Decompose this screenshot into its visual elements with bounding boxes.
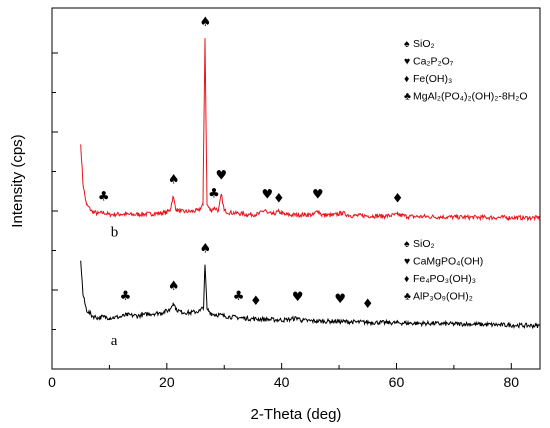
legend-label: Fe₄PO₃(OH)₃ (413, 273, 476, 285)
peak-marker: ♥ (216, 168, 228, 183)
peak-marker: ♥ (261, 188, 273, 203)
xrd-traces (80, 38, 541, 330)
legend-label: SiO₂ (413, 238, 435, 250)
peak-marker: ♣ (233, 289, 245, 304)
legend-symbol: ♦ (404, 73, 410, 85)
peak-marker: ♠ (168, 279, 180, 294)
peak-marker: ♥ (334, 292, 346, 307)
x-tick-label: 0 (48, 374, 56, 390)
x-axis-label: 2-Theta (deg) (251, 406, 342, 423)
plot-frame (51, 7, 541, 370)
trace-label-a: a (111, 333, 118, 349)
legend-label: Ca₂P₂O₇ (413, 56, 454, 68)
legend-symbol: ♠ (404, 238, 410, 250)
trace-b (80, 38, 541, 222)
x-tick-label: 80 (504, 374, 520, 390)
x-tick-label: 40 (274, 374, 290, 390)
trace-label-b: b (111, 225, 119, 241)
legend-b: ♠ SiO₂♥ Ca₂P₂O₇♦ Fe(OH)₃♣ MgAl₂(PO₄)₂(OH)₂-8… (404, 38, 528, 103)
peak-marker: ♠ (199, 242, 211, 257)
peak-marker: ♦ (362, 297, 374, 312)
peak-marker: ♠ (168, 172, 180, 187)
legend-label: CaMgPO₄(OH) (413, 256, 483, 268)
legend-symbol: ♦ (404, 273, 410, 285)
peak-marker: ♥ (292, 290, 304, 305)
peak-marker: ♦ (392, 192, 404, 207)
peak-marker: ♣ (120, 289, 132, 304)
x-axis-ticks: 0 20 40 60 80 (48, 363, 519, 390)
legends: ♠ SiO₂♥ Ca₂P₂O₇♦ Fe(OH)₃♣ MgAl₂(PO₄)₂(OH)₂-8… (404, 38, 528, 303)
legend-label: Fe(OH)₃ (413, 73, 452, 85)
legend-symbol: ♥ (404, 256, 410, 268)
legend-a: ♠ SiO₂♥ CaMgPO₄(OH)♦ Fe₄PO₃(OH)₃♣ AlP₃O₉(OH)… (404, 238, 483, 303)
legend-symbol: ♥ (404, 56, 410, 68)
y-axis-ticks (52, 52, 58, 330)
x-tick-label: 20 (159, 374, 175, 390)
peak-marker: ♠ (199, 15, 211, 30)
trace-labels: ba (111, 225, 119, 349)
legend-label: MgAl₂(PO₄)₂(OH)₂-8H₂O (413, 91, 528, 103)
peak-marker: ♣ (98, 190, 110, 205)
peak-marker: ♦ (273, 192, 285, 207)
legend-label: SiO₂ (413, 38, 435, 50)
legend-symbol: ♣ (404, 91, 411, 103)
plot-border (51, 7, 541, 370)
peak-markers: ♣♠♠♣♥♥ ♦ ♥ ♦♣♠♠♣ ♦ ♥ ♥ ♦ (98, 15, 404, 312)
peak-marker: ♦ (250, 294, 262, 309)
peak-marker: ♥ (312, 188, 324, 203)
trace-a (80, 260, 541, 330)
peak-marker: ♣ (208, 187, 220, 202)
legend-symbol: ♠ (404, 38, 410, 50)
x-tick-label: 60 (389, 374, 405, 390)
legend-symbol: ♣ (404, 291, 411, 303)
legend-label: AlP₃O₉(OH)₂ (413, 291, 473, 303)
y-axis-label: Intensity (cps) (9, 134, 26, 227)
